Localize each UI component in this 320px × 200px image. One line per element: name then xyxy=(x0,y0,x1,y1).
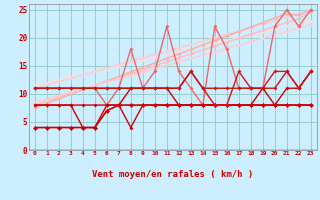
X-axis label: Vent moyen/en rafales ( km/h ): Vent moyen/en rafales ( km/h ) xyxy=(92,170,253,179)
